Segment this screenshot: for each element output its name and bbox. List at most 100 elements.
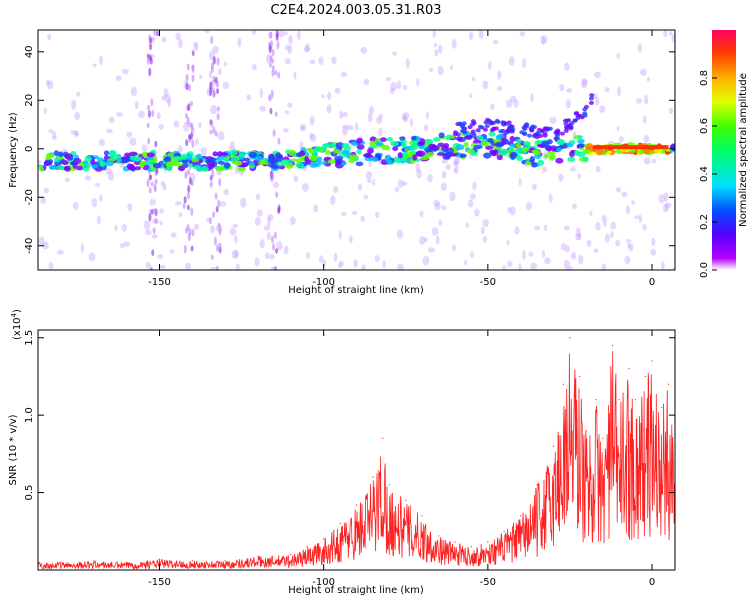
heatmap-noise-blob bbox=[453, 167, 458, 174]
heatmap-ridge-blob bbox=[569, 150, 575, 158]
heatmap-noise-blob bbox=[251, 30, 257, 35]
heatmap-noise-blob bbox=[575, 233, 581, 241]
heatmap-noise-blob bbox=[389, 87, 395, 95]
heatmap-ridge-blob bbox=[425, 138, 434, 145]
heatmap-noise-blob bbox=[440, 182, 447, 191]
heatmap-streak-blob bbox=[210, 254, 214, 260]
heatmap-noise-blob bbox=[193, 43, 199, 51]
heatmap-noise-blob bbox=[99, 194, 103, 202]
heatmap-noise-blob bbox=[565, 245, 570, 253]
heatmap-noise-blob bbox=[548, 193, 553, 203]
heatmap-noise-blob bbox=[507, 206, 512, 214]
heatmap-y-tick-label: 40 bbox=[24, 45, 35, 58]
heatmap-ridge-blob bbox=[70, 160, 78, 166]
heatmap-noise-blob bbox=[233, 249, 239, 259]
heatmap-streak-blob bbox=[208, 217, 212, 225]
heatmap-ridge-blob bbox=[369, 140, 377, 147]
heatmap-noise-blob bbox=[234, 164, 240, 175]
heatmap-streak-blob bbox=[190, 123, 194, 132]
heatmap-branch-blob bbox=[519, 130, 525, 135]
snr-point bbox=[437, 535, 440, 537]
heatmap-branch-blob bbox=[583, 104, 589, 109]
heatmap-noise-blob bbox=[339, 110, 344, 120]
heatmap-noise-blob bbox=[415, 163, 421, 173]
heatmap-ridge-blob bbox=[392, 146, 399, 152]
heatmap-streak-blob bbox=[277, 71, 281, 79]
heatmap-ridge-blob bbox=[379, 137, 387, 142]
heatmap-noise-blob bbox=[541, 166, 548, 173]
snr-point bbox=[306, 546, 308, 548]
heatmap-ridge-blob bbox=[459, 153, 467, 158]
heatmap-noise-blob bbox=[650, 248, 657, 256]
heatmap-noise-blob bbox=[267, 216, 271, 227]
heatmap-ridge-blob bbox=[445, 147, 454, 154]
heatmap-streak-blob bbox=[275, 248, 279, 254]
heatmap-noise-blob bbox=[264, 252, 271, 260]
heatmap-noise-blob bbox=[88, 252, 96, 262]
heatmap-ridge-blob bbox=[523, 141, 531, 145]
heatmap-streak-blob bbox=[148, 213, 152, 222]
heatmap-noise-blob bbox=[402, 84, 408, 90]
heatmap-streak-blob bbox=[148, 187, 152, 194]
snr-point bbox=[628, 368, 630, 370]
heatmap-noise-blob bbox=[288, 34, 293, 45]
heatmap-noise-blob bbox=[454, 164, 459, 174]
colorbar: 0.0 0.2 0.4 0.6 0.8 Normalized spectral ampl… bbox=[699, 30, 749, 278]
heatmap-noise-blob bbox=[419, 236, 426, 245]
heatmap-noise-blob bbox=[309, 59, 316, 65]
heatmap-ridge-blob bbox=[488, 131, 496, 137]
heatmap-ridge-blob bbox=[322, 143, 330, 148]
heatmap-ridge-blob bbox=[314, 146, 323, 151]
heatmap-streak-blob bbox=[275, 33, 279, 41]
snr-point bbox=[634, 399, 637, 401]
snr-point bbox=[661, 406, 663, 409]
heatmap-noise-blob bbox=[565, 99, 571, 109]
heatmap-noise-blob bbox=[643, 134, 650, 143]
heatmap-ridge-blob bbox=[637, 149, 644, 154]
heatmap-noise-blob bbox=[360, 215, 365, 222]
heatmap-noise-blob bbox=[193, 41, 199, 47]
snr-y-scale: (x104) bbox=[10, 309, 23, 340]
heatmap-axes: -150 -100 -50 0 -40 -20 0 20 40 bbox=[24, 30, 675, 288]
heatmap-streak-blob bbox=[272, 129, 276, 137]
snr-y-label: SNR (10 * v/v) bbox=[8, 414, 19, 485]
heatmap-noise-blob bbox=[543, 224, 548, 231]
heatmap-streak-blob bbox=[184, 171, 188, 180]
heatmap-ridge-blob bbox=[310, 155, 318, 162]
heatmap-ridge-blob bbox=[412, 154, 418, 161]
heatmap-noise-blob bbox=[48, 129, 54, 134]
heatmap-noise-blob bbox=[528, 251, 534, 257]
heatmap-ridge-blob bbox=[577, 151, 586, 158]
heatmap-streak-blob bbox=[216, 80, 220, 88]
heatmap-noise-blob bbox=[74, 132, 80, 137]
heatmap-ridge-blob bbox=[212, 151, 218, 157]
heatmap-noise-blob bbox=[625, 239, 632, 244]
heatmap-branch-blob bbox=[568, 125, 574, 130]
heatmap-ridge-blob bbox=[509, 151, 518, 158]
heatmap-noise-blob bbox=[342, 126, 348, 136]
heatmap-noise-blob bbox=[322, 259, 326, 268]
heatmap-y-tick-label: -20 bbox=[24, 189, 35, 205]
snr-point bbox=[651, 360, 653, 362]
heatmap-ridge-blob bbox=[535, 140, 543, 145]
heatmap-ridge-blob bbox=[464, 135, 473, 140]
heatmap-noise-blob bbox=[593, 248, 599, 254]
heatmap-ridge-blob bbox=[174, 155, 180, 162]
heatmap-ridge-blob bbox=[497, 148, 504, 154]
heatmap-streak-blob bbox=[185, 139, 189, 147]
heatmap-branch-blob bbox=[459, 123, 465, 128]
heatmap-ridge-blob bbox=[165, 161, 174, 168]
heatmap-ridge-blob bbox=[546, 139, 553, 145]
heatmap-ridge-blob bbox=[516, 139, 522, 144]
heatmap-noise-blob bbox=[309, 132, 314, 140]
heatmap-ridge-blob bbox=[455, 136, 463, 142]
heatmap-noise-blob bbox=[338, 262, 342, 269]
heatmap-ridge-blob bbox=[483, 152, 492, 159]
heatmap-noise-blob bbox=[615, 239, 621, 247]
heatmap-ridge-blob bbox=[555, 157, 564, 164]
heatmap-ridge-blob bbox=[254, 155, 263, 161]
heatmap-branch-blob bbox=[569, 121, 575, 126]
heatmap-ridge-blob bbox=[340, 150, 348, 155]
snr-point bbox=[382, 437, 384, 439]
heatmap-ridge-blob bbox=[327, 159, 337, 164]
